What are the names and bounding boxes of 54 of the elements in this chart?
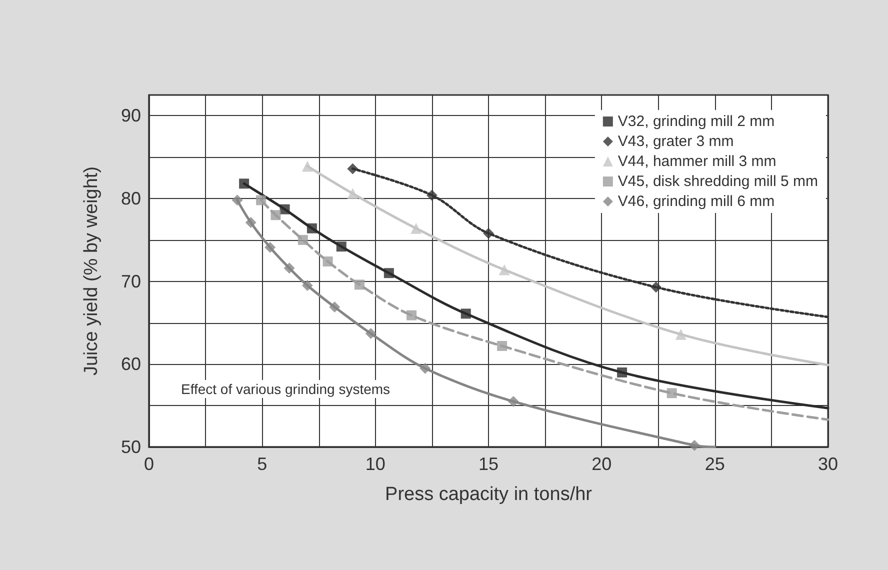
point	[410, 222, 422, 234]
point	[239, 178, 250, 189]
point	[365, 328, 376, 340]
x-tick-label: 20	[592, 454, 612, 474]
y-tick-label: 80	[120, 188, 141, 209]
point	[420, 362, 431, 374]
y-axis-title: Juice yield (% by weight)	[81, 166, 102, 376]
point	[460, 308, 471, 319]
point	[347, 188, 358, 200]
point	[347, 163, 358, 174]
point	[256, 195, 266, 206]
point	[406, 310, 417, 320]
point	[497, 340, 508, 351]
point	[245, 217, 256, 228]
point	[284, 262, 295, 274]
point	[675, 328, 686, 340]
y-tick-label: 90	[120, 106, 141, 126]
point	[426, 190, 438, 201]
x-tick-label: 5	[257, 454, 268, 474]
point	[302, 280, 313, 291]
x-tick-label: 25	[704, 454, 725, 474]
legend-label: V44, hammer mill 3 mm	[618, 153, 776, 170]
point	[322, 256, 333, 266]
y-tick-label: 70	[120, 271, 141, 292]
x-tick-label: 0	[144, 454, 154, 474]
legend-label: V45, disk shredding mill 5 mm	[618, 173, 818, 190]
point	[650, 282, 662, 293]
point	[298, 234, 308, 245]
point	[336, 242, 346, 252]
legend-label: V43, grater 3 mm	[618, 133, 734, 150]
point	[384, 268, 394, 278]
point	[617, 367, 628, 378]
x-tick-label: 30	[818, 454, 838, 474]
y-tick-label: 50	[120, 437, 141, 457]
point	[306, 223, 317, 234]
y-tick-label: 60	[120, 354, 141, 374]
point	[329, 302, 340, 313]
point	[232, 194, 243, 206]
point	[302, 160, 313, 172]
legend-label: V32, grinding mill 2 mm	[618, 113, 775, 130]
legend-label: V46, grinding mill 6 mm	[618, 193, 775, 210]
point	[264, 242, 276, 253]
point	[498, 264, 510, 276]
point	[280, 204, 290, 214]
point	[483, 228, 494, 239]
x-tick-label: 15	[478, 454, 499, 474]
annotation: Effect of various grinding systems	[181, 381, 390, 397]
point	[508, 396, 519, 407]
x-tick-label: 10	[365, 454, 386, 474]
point	[688, 440, 700, 451]
x-axis-title: Press capacity in tons/hr	[385, 484, 593, 505]
point	[354, 280, 364, 290]
point	[270, 210, 281, 220]
point	[666, 388, 677, 398]
